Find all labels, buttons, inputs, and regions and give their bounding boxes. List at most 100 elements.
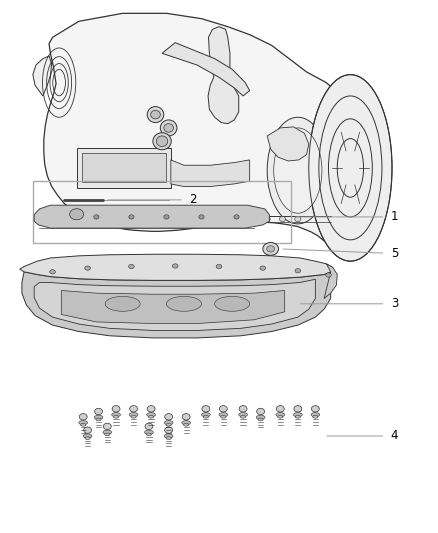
Ellipse shape [95, 408, 102, 415]
Ellipse shape [84, 427, 92, 433]
Ellipse shape [95, 216, 102, 222]
Ellipse shape [233, 216, 240, 222]
Ellipse shape [239, 406, 247, 412]
Ellipse shape [164, 124, 173, 132]
Polygon shape [44, 13, 377, 248]
Ellipse shape [215, 296, 250, 311]
Ellipse shape [153, 133, 171, 150]
Ellipse shape [234, 215, 239, 219]
Ellipse shape [166, 423, 171, 426]
Polygon shape [34, 205, 269, 228]
Ellipse shape [96, 418, 101, 421]
Ellipse shape [80, 216, 86, 222]
Ellipse shape [147, 413, 155, 417]
Ellipse shape [326, 273, 331, 277]
Ellipse shape [216, 264, 222, 269]
Ellipse shape [295, 416, 300, 418]
Ellipse shape [81, 423, 86, 426]
Ellipse shape [105, 296, 140, 311]
Ellipse shape [219, 406, 227, 412]
Bar [77, 148, 171, 188]
Ellipse shape [256, 415, 265, 419]
Polygon shape [267, 127, 309, 161]
Ellipse shape [184, 423, 189, 426]
Ellipse shape [103, 430, 112, 434]
Ellipse shape [148, 416, 154, 418]
Ellipse shape [164, 215, 169, 219]
Polygon shape [61, 290, 285, 324]
Text: 2: 2 [189, 193, 197, 206]
Polygon shape [208, 27, 239, 124]
Polygon shape [171, 160, 250, 187]
Ellipse shape [276, 406, 284, 412]
Text: 3: 3 [391, 297, 398, 310]
Polygon shape [20, 254, 333, 280]
Text: 5: 5 [391, 247, 398, 260]
Ellipse shape [258, 418, 263, 421]
Ellipse shape [147, 107, 164, 123]
Text: 1: 1 [391, 211, 398, 223]
Ellipse shape [131, 416, 136, 418]
Ellipse shape [94, 415, 103, 419]
Ellipse shape [293, 413, 302, 417]
Ellipse shape [199, 215, 204, 219]
Ellipse shape [274, 128, 322, 213]
Ellipse shape [129, 215, 134, 219]
Ellipse shape [130, 406, 138, 412]
Ellipse shape [257, 408, 265, 415]
Ellipse shape [79, 421, 88, 425]
Ellipse shape [166, 437, 171, 439]
Ellipse shape [79, 414, 87, 420]
Ellipse shape [166, 296, 201, 311]
Ellipse shape [279, 216, 286, 222]
Text: 4: 4 [391, 430, 398, 442]
Ellipse shape [276, 413, 285, 417]
Ellipse shape [164, 434, 173, 438]
Ellipse shape [295, 216, 301, 222]
Ellipse shape [311, 406, 319, 412]
Ellipse shape [111, 216, 117, 222]
Ellipse shape [112, 413, 120, 417]
Ellipse shape [146, 433, 152, 436]
Ellipse shape [94, 215, 99, 219]
Ellipse shape [129, 413, 138, 417]
Ellipse shape [160, 120, 177, 136]
Ellipse shape [83, 434, 92, 438]
Ellipse shape [49, 270, 55, 274]
Ellipse shape [141, 216, 148, 222]
Ellipse shape [311, 413, 320, 417]
Ellipse shape [278, 416, 283, 418]
Ellipse shape [263, 243, 279, 255]
Polygon shape [162, 43, 250, 96]
Ellipse shape [240, 416, 246, 418]
Ellipse shape [264, 216, 270, 222]
Ellipse shape [202, 406, 210, 412]
Ellipse shape [85, 437, 90, 439]
Ellipse shape [129, 264, 134, 269]
Bar [82, 153, 166, 182]
Ellipse shape [85, 266, 90, 270]
Polygon shape [33, 56, 52, 96]
Ellipse shape [145, 430, 153, 434]
Ellipse shape [203, 216, 209, 222]
Ellipse shape [182, 414, 190, 420]
Ellipse shape [294, 406, 302, 412]
Bar [33, 181, 291, 243]
Polygon shape [34, 279, 315, 330]
Ellipse shape [267, 117, 328, 224]
Ellipse shape [147, 406, 155, 412]
Ellipse shape [164, 421, 173, 425]
Ellipse shape [172, 216, 178, 222]
Ellipse shape [219, 413, 228, 417]
Ellipse shape [239, 413, 247, 417]
Polygon shape [22, 272, 331, 338]
Polygon shape [324, 264, 337, 298]
Ellipse shape [249, 216, 255, 222]
Ellipse shape [105, 433, 110, 436]
Ellipse shape [70, 209, 84, 220]
Ellipse shape [165, 414, 173, 420]
Ellipse shape [267, 246, 275, 252]
Ellipse shape [187, 216, 194, 222]
Ellipse shape [151, 110, 160, 119]
Ellipse shape [201, 413, 210, 417]
